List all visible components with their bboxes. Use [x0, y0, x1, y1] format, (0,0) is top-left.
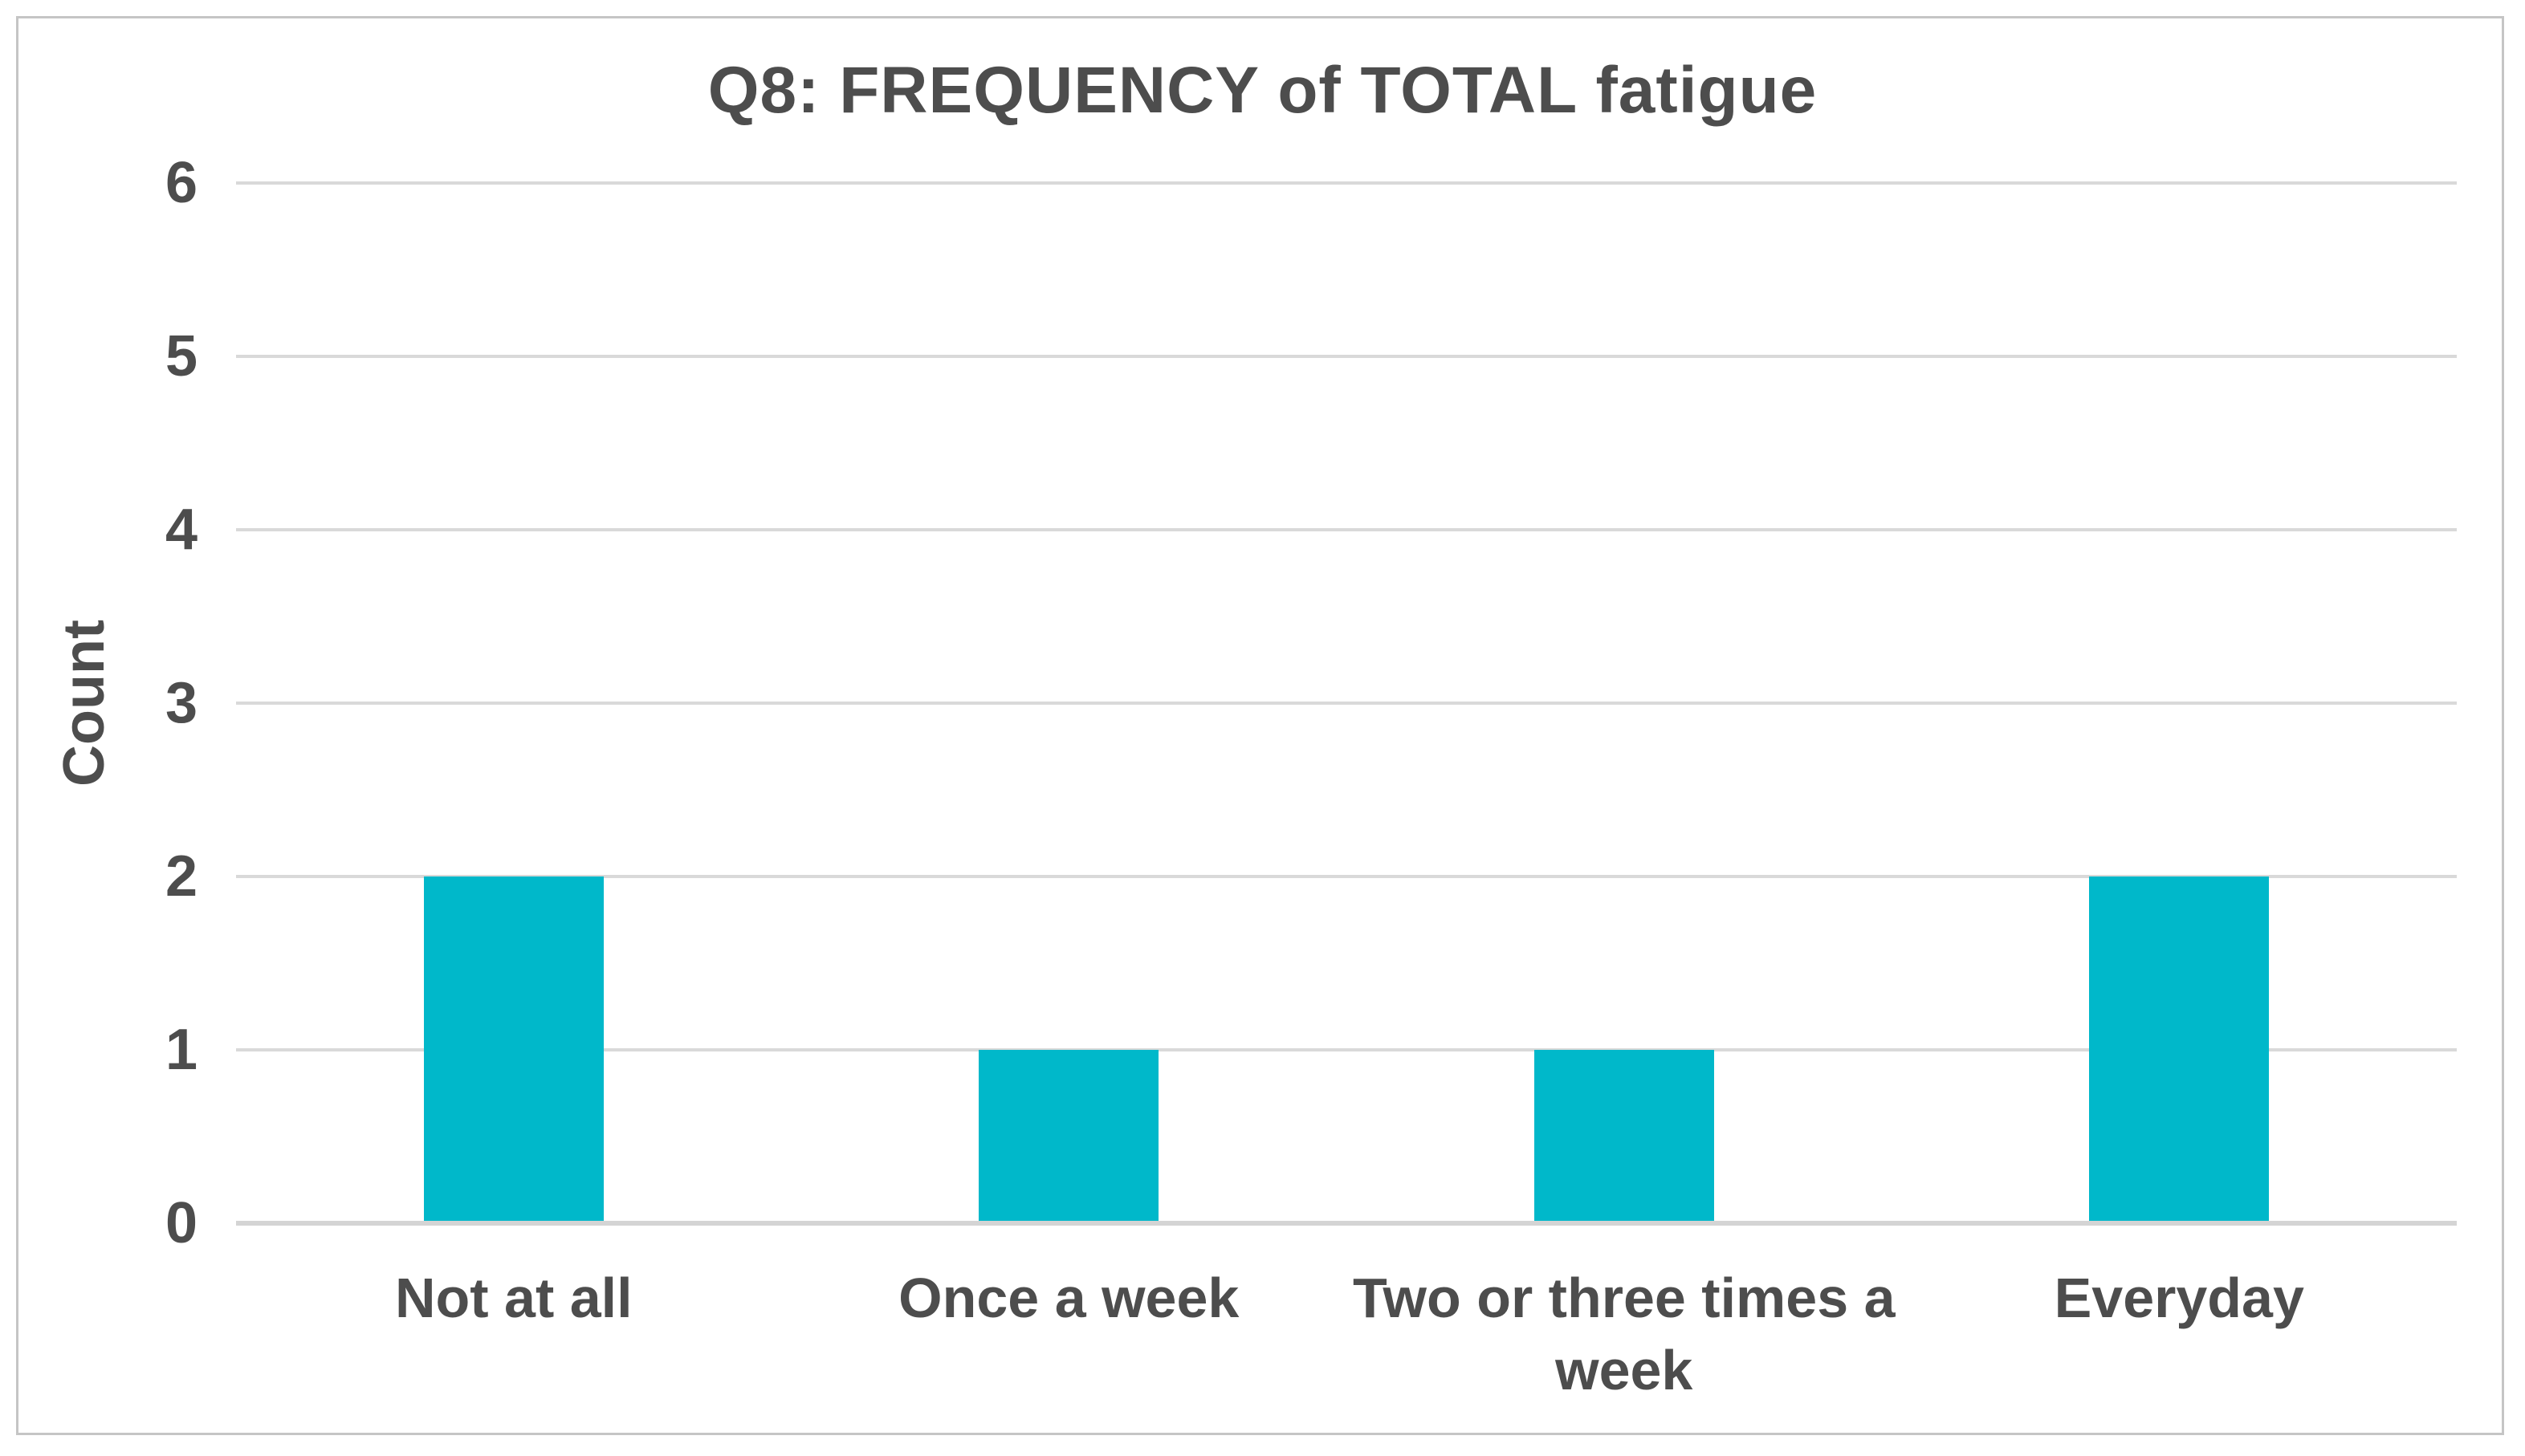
bar-2	[979, 1050, 1159, 1221]
chart-title: Q8: FREQUENCY of TOTAL fatigue	[707, 54, 1818, 127]
gridline-y-5	[236, 355, 2457, 358]
y-tick-label-6: 6	[165, 151, 198, 215]
bar-4	[2089, 876, 2270, 1221]
x-category-label-3: Two or three times a week	[1352, 1267, 1896, 1401]
y-tick-label-2: 2	[165, 844, 198, 909]
gridline-y-6	[236, 181, 2457, 185]
x-category-label-4: Everyday	[2054, 1267, 2304, 1329]
x-category-label-1: Not at all	[394, 1267, 633, 1329]
y-tick-label-5: 5	[165, 324, 198, 388]
bar-3	[1533, 1050, 1714, 1221]
gridline-y-4	[236, 528, 2457, 531]
y-tick-label-0: 0	[165, 1191, 198, 1255]
bar-1	[423, 876, 604, 1221]
y-tick-label-3: 3	[165, 671, 198, 735]
y-tick-label-4: 4	[165, 498, 198, 562]
gridline-y-3	[236, 702, 2457, 705]
gridline-y-1	[236, 1048, 2457, 1051]
gridline-y-2	[236, 875, 2457, 878]
x-axis-line	[236, 1221, 2457, 1226]
y-tick-label-1: 1	[165, 1018, 198, 1082]
x-category-label-2: Once a week	[898, 1267, 1240, 1329]
